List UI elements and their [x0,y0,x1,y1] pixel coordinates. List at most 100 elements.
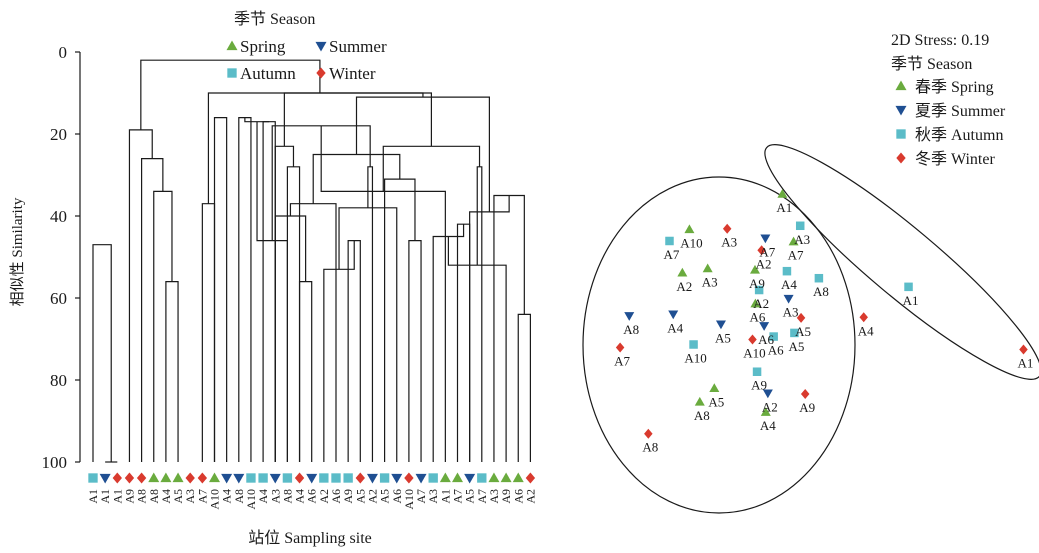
leaf-marker [452,472,463,483]
y-tick-label: 100 [42,453,68,472]
leaf-label: A8 [232,489,246,504]
nmds-point-label: A7 [614,353,630,368]
legend-title: 季节 Season [234,10,315,28]
y-axis-ticks: 0 20 40 60 80 100 [42,43,80,472]
leaf-marker [525,472,536,484]
nmds-point [782,266,792,276]
nmds-point-label: A3 [721,235,737,250]
dendrogram-branch [493,194,525,462]
nmds-points [615,188,1028,439]
leaf-label: A4 [293,489,307,504]
leaf-marker [477,473,487,483]
dendrogram-branch [244,117,270,123]
leaf-marker [428,473,438,483]
leaf-marker [269,473,281,484]
nmds-point-label: A7 [664,247,680,262]
nmds-point [788,236,799,246]
leaf-label: A5 [171,489,185,504]
leaf-label: A5 [378,489,392,504]
leaf-marker [172,472,184,483]
legend-label: Spring [240,37,286,56]
leaf-label: A7 [414,489,428,504]
nmds-point [800,388,810,399]
leaf-marker [160,472,172,483]
nmds-point-label: A5 [788,339,804,354]
nmds-point-label: A8 [813,284,829,299]
nmds-point [796,312,806,323]
nmds-point-label: A4 [760,418,776,433]
nmds-point [702,263,713,273]
nmds-point-label: A8 [694,408,710,423]
legend-marker [896,152,906,164]
nmds-point [795,221,805,231]
stress-annotation: 2D Stress: 0.19 [891,32,989,49]
nmds-point [859,312,868,323]
leaf-marker [99,473,111,484]
dendrogram-branch [274,215,307,462]
leaf-label: A2 [365,489,379,504]
nmds-point [783,294,794,304]
dendrogram-branches [92,59,531,463]
nmds-point [677,267,688,277]
y-tick-label: 0 [59,43,68,62]
leaf-marker [379,473,390,483]
nmds-point [1019,344,1028,355]
legend-marker [316,67,326,79]
leaf-marker [464,473,476,484]
leaf-marker [404,472,414,484]
nmds-point [748,334,757,345]
leaf-marker [148,472,160,483]
dendrogram-branch [165,281,179,462]
nmds-point [615,342,625,353]
legend-marker [896,129,906,139]
leaf-marker [221,473,233,484]
leaf-label: A9 [122,489,136,504]
nmds-point [777,188,788,198]
dendrogram-branch [213,117,228,462]
leaf-label: A1 [98,489,112,504]
leaf-marker [391,473,403,484]
legend-label: 冬季 Winter [915,150,995,168]
leaf-marker [366,473,378,484]
nmds-point-label: A5 [708,394,724,409]
legend-marker [315,41,327,52]
dendrogram-branch [408,240,422,462]
nmds-point [749,264,760,274]
leaf-label: A5 [353,489,367,504]
nmds-point [752,367,762,376]
dendrogram-branch [286,166,301,462]
leaf-label: A8 [280,489,294,504]
leaf-label: A8 [147,489,161,504]
nmds-point-label: A5 [795,324,811,339]
nmds-point [722,223,732,234]
nmds-point-label: A1 [903,293,919,308]
y-tick-label: 20 [50,125,67,144]
leaf-label: A3 [268,489,282,504]
cluster-ellipse-main [582,176,856,514]
leaf-marker [512,472,524,483]
leaf-marker [124,472,135,484]
nmds-point [790,328,799,338]
leaf-label: A3 [487,489,501,504]
leaf-label: A6 [511,489,525,504]
leaf-label: A3 [426,489,440,504]
leaf-label: A6 [329,489,343,504]
leaf-marker [488,472,500,483]
nmds-point-label: A8 [623,322,639,337]
nmds-point [762,389,773,399]
leaf-markers [88,472,536,484]
leaf-label: A4 [220,489,234,504]
leaf-labels: A1A1A1A9A8A8A4A5A3A7A10A4A8A10A4A3A8A4A6… [86,489,537,510]
legend-label: Autumn [240,64,296,83]
leaf-label: A3 [183,489,197,504]
leaf-label: A4 [159,489,173,504]
legend-marker [227,68,237,78]
legend-label: Summer [329,37,387,56]
leaf-marker [233,473,245,484]
leaf-label: A10 [244,489,258,510]
dendrogram-branch [347,240,361,462]
dendrogram-branch [298,281,313,462]
nmds-point-label: A9 [799,400,815,415]
